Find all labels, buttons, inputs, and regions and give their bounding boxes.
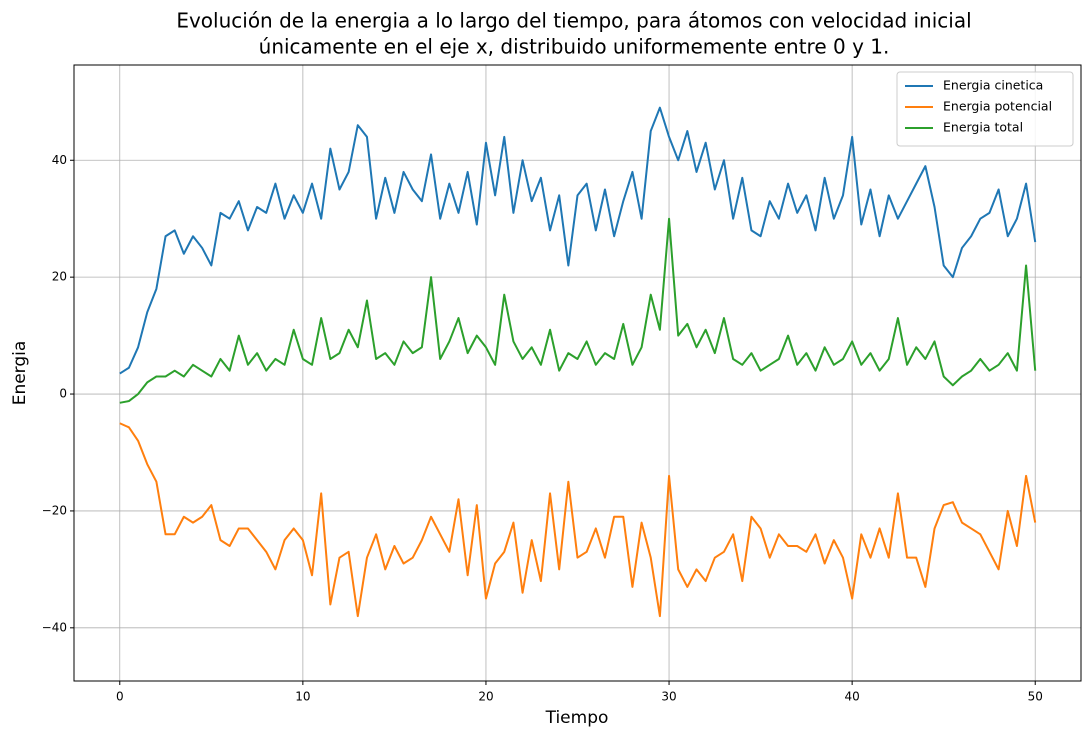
x-tick-label: 50: [1028, 690, 1043, 704]
legend-label: Energia potencial: [943, 99, 1052, 114]
y-tick-label: 20: [52, 270, 67, 284]
x-tick-label: 30: [661, 690, 676, 704]
line: [119, 422, 1037, 618]
line: [119, 217, 1037, 404]
y-axis-label: Energia: [10, 341, 30, 406]
legend: Energia cinetica Energia potencial Energia…: [896, 71, 1074, 147]
chart-title: únicamente en el eje x, distribuido unif…: [259, 35, 890, 59]
x-tick-label: 20: [478, 690, 493, 704]
y-tick-label: 40: [52, 153, 67, 167]
axes-frame: [73, 64, 1082, 682]
line: [119, 106, 1037, 375]
x-axis-label: Tiempo: [545, 708, 609, 728]
x-tick-label: 40: [844, 690, 859, 704]
x-tick-label: 0: [116, 690, 124, 704]
legend-label: Energia cinetica: [943, 78, 1043, 93]
y-tick-label: −20: [42, 503, 67, 517]
y-tick-label: 0: [59, 387, 67, 401]
chart-title: Evolución de la energia a lo largo del t…: [176, 9, 971, 33]
y-tick-label: −40: [42, 620, 67, 634]
x-tick-label: 10: [295, 690, 310, 704]
legend-box: [896, 71, 1074, 147]
legend-label: Energia total: [943, 120, 1023, 135]
